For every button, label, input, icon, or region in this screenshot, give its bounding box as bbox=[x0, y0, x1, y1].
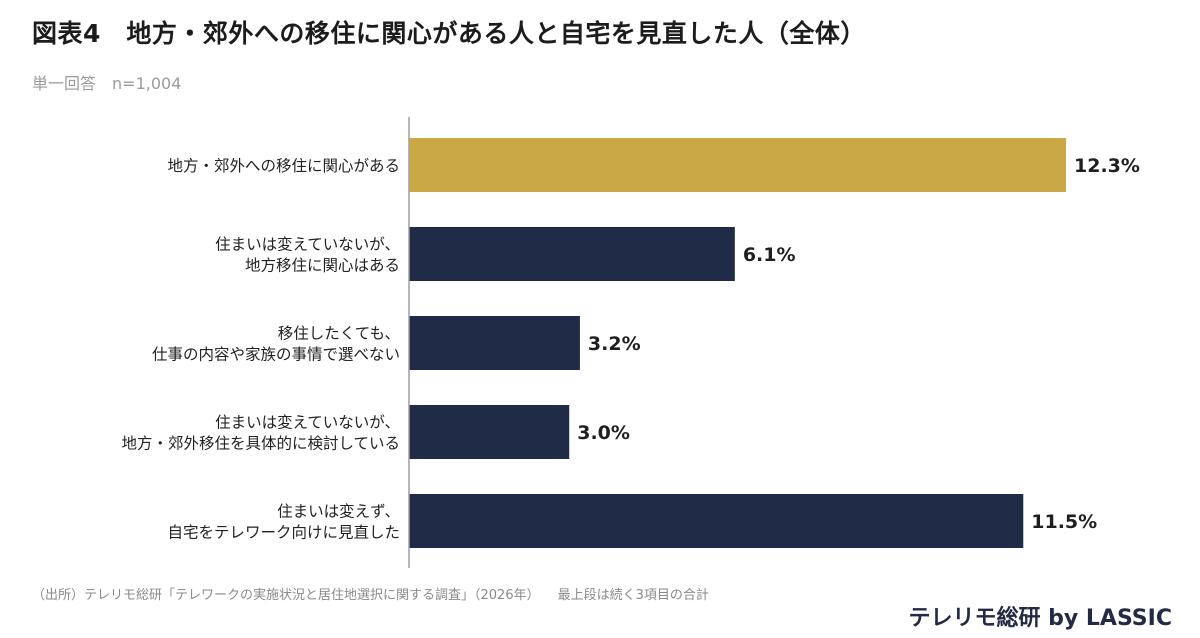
bar-2 bbox=[409, 316, 580, 370]
value-label-0: 12.3% bbox=[1074, 155, 1140, 177]
value-label-2: 3.2% bbox=[588, 333, 641, 355]
category-label-4-1: 自宅をテレワーク向けに見直した bbox=[167, 524, 400, 542]
bar-3 bbox=[409, 405, 570, 459]
category-label-0-0: 地方・郊外への移住に関心がある bbox=[167, 157, 400, 175]
sample-size: n=1,004 bbox=[112, 74, 182, 93]
footer-note: （出所）テレリモ総研「テレワークの実施状況と居住地選択に関する調査」（2026年… bbox=[32, 584, 727, 603]
value-label-3: 3.0% bbox=[577, 422, 630, 444]
category-label-1-1: 地方移住に関心はある bbox=[245, 257, 400, 275]
category-label-1-0: 住まいは変えていないが、 bbox=[215, 236, 400, 254]
chart-title: 図表4 地方・郊外への移住に関心がある人と自宅を見直した人（全体） bbox=[32, 19, 866, 48]
category-label-2-0: 移住したくても、 bbox=[278, 325, 400, 343]
bar-4 bbox=[409, 494, 1024, 548]
bar-1 bbox=[409, 227, 735, 281]
category-label-2-1: 仕事の内容や家族の事情で選べない bbox=[152, 346, 400, 364]
sum-note: 最上段は続く3項目の合計 bbox=[557, 588, 709, 603]
bar-0 bbox=[409, 138, 1066, 192]
category-label-3-1: 地方・郊外移住を具体的に検討している bbox=[121, 435, 400, 453]
answer-type: 単一回答 bbox=[32, 74, 97, 93]
category-label-4-0: 住まいは変えず、 bbox=[277, 503, 400, 521]
chart-subtitle: 単一回答 n=1,004 bbox=[32, 70, 197, 94]
value-label-4: 11.5% bbox=[1031, 511, 1097, 533]
category-label-3-0: 住まいは変えていないが、 bbox=[215, 414, 400, 432]
value-label-1: 6.1% bbox=[743, 244, 796, 266]
source-note: （出所）テレリモ総研「テレワークの実施状況と居住地選択に関する調査」（2026年… bbox=[32, 588, 540, 603]
brand-logo-text: テレリモ総研 by LASSIC bbox=[908, 606, 1173, 631]
